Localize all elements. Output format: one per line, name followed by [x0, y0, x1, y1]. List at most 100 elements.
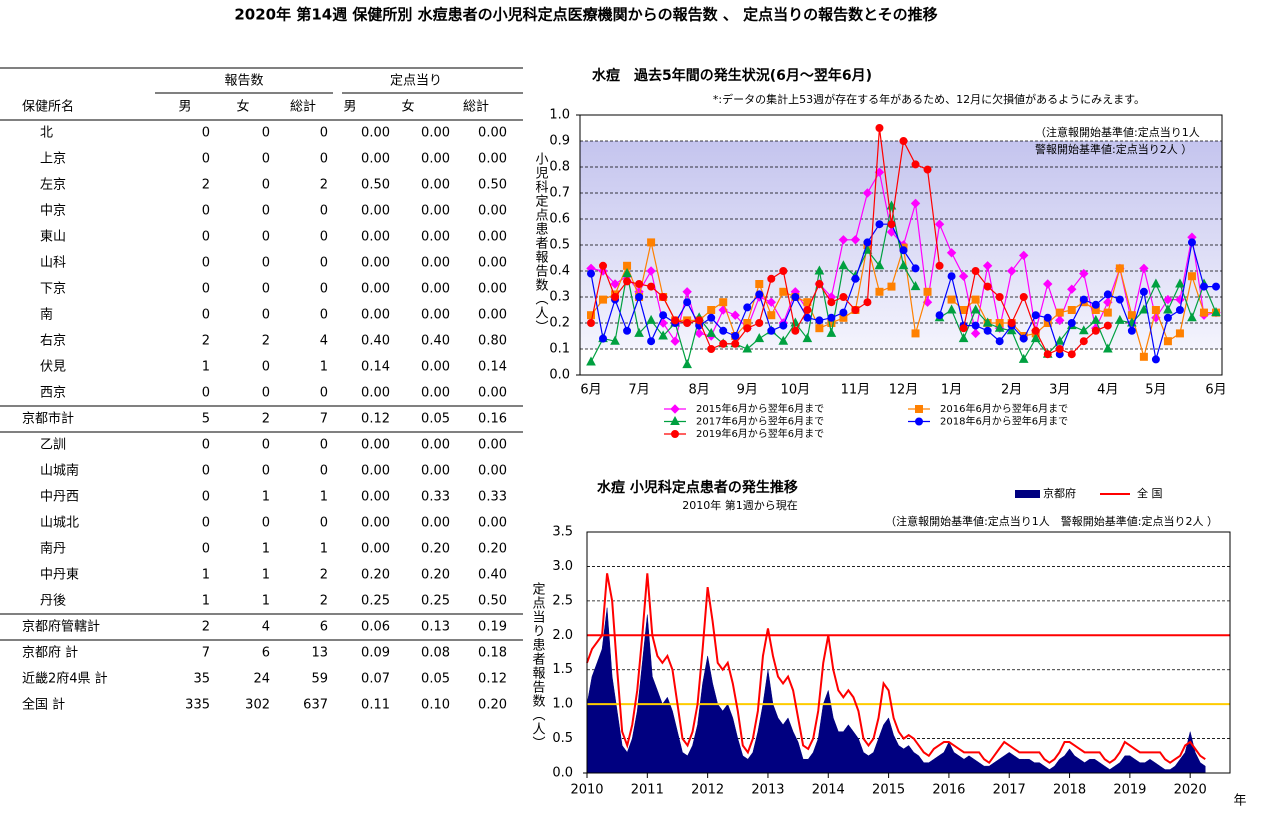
marker [1175, 329, 1184, 338]
marker [899, 137, 908, 145]
marker [1043, 350, 1052, 359]
cell: 24 [253, 672, 270, 687]
marker [1018, 250, 1029, 261]
marker [659, 293, 668, 301]
marker [706, 327, 717, 337]
cell: 1 [202, 594, 210, 609]
x-tick-label: 2019 [1113, 783, 1146, 798]
column-header: 女 [401, 99, 414, 115]
marker [658, 330, 668, 340]
marker [1079, 295, 1088, 304]
cell: 0.00 [421, 230, 450, 245]
marker [719, 298, 728, 307]
cell: 0.06 [361, 620, 390, 635]
marker [586, 356, 596, 366]
marker [587, 311, 595, 320]
cell: 0.00 [421, 126, 450, 141]
marker [1103, 321, 1112, 330]
cell: 1 [320, 360, 328, 375]
marker [611, 293, 620, 301]
marker [959, 324, 968, 333]
cell: 0.00 [421, 204, 450, 219]
cell: 0.20 [421, 542, 450, 557]
cell: 1 [202, 360, 210, 375]
cell: 0.00 [478, 438, 507, 453]
marker [826, 327, 837, 337]
cell: 0.00 [361, 152, 390, 167]
cell: 1 [262, 490, 270, 505]
row-name: 山城北 [40, 516, 79, 531]
y-tick-label: 1.0 [549, 108, 570, 123]
cell: 0 [320, 256, 328, 271]
cell: 6 [320, 620, 328, 635]
marker [647, 337, 656, 346]
marker [1078, 325, 1089, 335]
marker [646, 314, 656, 324]
marker [1091, 326, 1100, 335]
column-header: 男 [178, 100, 191, 115]
x-tick-label: 2016 [932, 783, 965, 798]
marker [755, 290, 764, 299]
marker [779, 321, 788, 330]
marker [623, 326, 632, 335]
cell: 0.00 [361, 386, 390, 401]
marker [898, 260, 909, 270]
cell: 0.12 [478, 672, 507, 687]
x-tick-label: 2014 [812, 783, 845, 798]
marker [958, 271, 969, 281]
y-tick-label: 3.0 [552, 559, 573, 574]
cell: 0 [202, 464, 210, 479]
cell: 0.00 [421, 152, 450, 167]
marker [634, 327, 644, 337]
marker [946, 304, 957, 314]
cell: 0.25 [361, 594, 390, 609]
marker [1163, 304, 1173, 314]
cell: 0.50 [361, 178, 390, 193]
y-tick-label: 0.8 [549, 160, 570, 175]
marker [1067, 306, 1076, 314]
cell: 1 [320, 490, 328, 505]
x-tick-label: 2013 [751, 783, 784, 798]
marker [766, 297, 776, 307]
y-tick-label: 0.5 [552, 731, 573, 746]
cell: 0 [262, 386, 270, 401]
x-tick-label: 1月 [941, 383, 962, 398]
cell: 0 [202, 282, 210, 297]
marker [610, 335, 620, 345]
legend-swatch [1015, 490, 1040, 498]
marker [839, 293, 848, 301]
cell: 0.20 [361, 568, 390, 583]
y-tick-label: 2.5 [552, 593, 573, 608]
x-tick-label: 9月 [737, 383, 758, 398]
marker [983, 282, 992, 291]
x-tick-label: 2012 [691, 783, 724, 798]
row-name: 上京 [40, 152, 66, 167]
marker [1091, 300, 1100, 309]
annotation: （注意報開始基準値:定点当り1人 警報開始基準値:定点当り2人 ） [885, 514, 1218, 528]
cell: 335 [185, 698, 210, 713]
cell: 0.00 [421, 464, 450, 479]
marker [910, 281, 921, 291]
cell: 0 [320, 152, 328, 167]
marker [719, 326, 728, 335]
cell: 1 [202, 568, 210, 583]
marker [838, 260, 849, 270]
y-tick-label: 0.5 [549, 238, 570, 253]
cell: 0 [262, 438, 270, 453]
plot-frame [579, 114, 1223, 376]
cell: 0 [320, 464, 328, 479]
marker [1151, 355, 1160, 364]
cell: 0 [202, 152, 210, 167]
marker [682, 287, 692, 297]
x-tick-label: 2018 [1053, 783, 1086, 798]
cell: 5 [202, 412, 210, 427]
cell: 0.00 [478, 308, 507, 323]
marker [707, 345, 716, 353]
marker [934, 219, 945, 229]
cell: 0.80 [478, 334, 507, 349]
cell: 0.00 [421, 308, 450, 323]
cell: 637 [303, 698, 328, 713]
cell: 0.00 [361, 308, 390, 323]
chart-title: 水痘 過去5年間の発生状況(6月～翌年6月) [592, 67, 872, 84]
x-tick-label: 3月 [1049, 383, 1070, 398]
